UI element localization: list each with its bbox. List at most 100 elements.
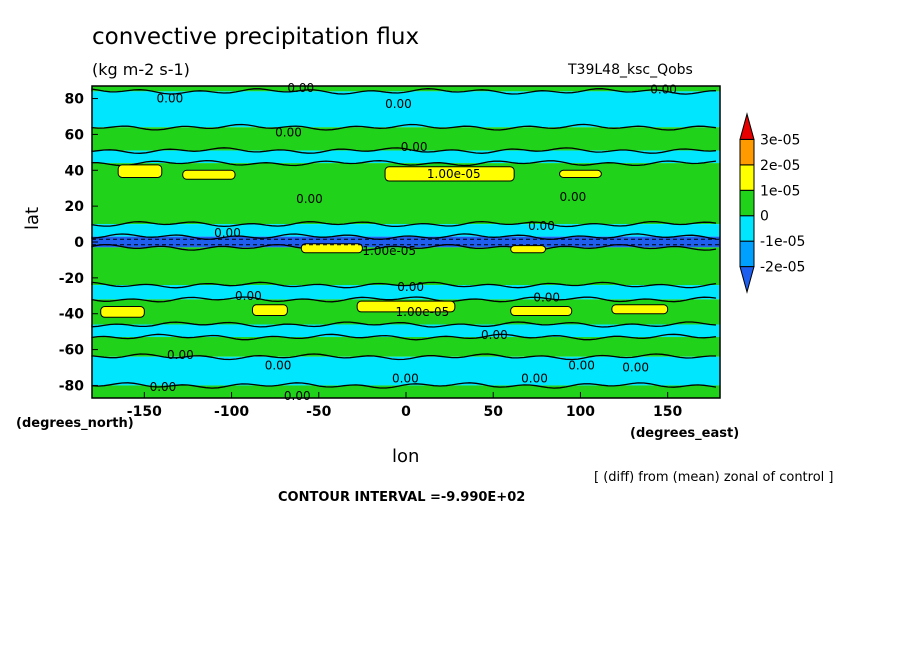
colorbar-label-1: 2e-05 [760,158,800,174]
zonal-band-13 [92,385,720,398]
band-boundary-6 [91,233,717,240]
positive-patch-0 [117,164,163,178]
zonal-band-3 [92,150,720,164]
contour-label-14: 0.00 [533,291,560,305]
band-boundary-5 [91,220,717,228]
positive-patch-7 [510,306,573,317]
chart-title: convective precipitation flux [92,24,420,50]
contour-label-7: 0.00 [296,192,323,206]
x-tick-label-6: 150 [653,404,682,420]
diff-note: [ (diff) from (mean) zonal of control ] [594,470,834,485]
contour-label-9: 0.00 [214,226,241,240]
contour-label-4: 0.00 [275,126,302,140]
chart-units: (kg m-2 s-1) [92,60,190,79]
colorbar-label-4: -1e-05 [760,234,805,250]
colorbar-segment-5 [739,138,755,166]
y-tick-label-8: -80 [59,378,85,394]
contour-label-5: 0.00 [401,140,428,154]
contour-label-16: 0.00 [481,328,508,342]
run-name: T39L48_ksc_Qobs [568,62,693,78]
y-tick-label-6: -40 [59,307,85,323]
contour-label-11: 1.00e-05 [362,244,416,258]
colorbar-segment-4 [739,164,755,191]
contour-label-15: 1.00e-05 [396,305,450,319]
zonal-band-2 [92,127,720,151]
zonal-band-0 [92,86,720,92]
positive-patch-6 [356,300,456,313]
contour-label-12: 0.00 [235,289,262,303]
band-boundary-12 [91,353,716,361]
y-tick-label-1: 60 [65,127,85,143]
y-axis-label: lat [22,206,43,230]
contour-label-24: 0.00 [284,389,311,403]
colorbar-label-3: 0 [760,209,769,225]
contour-label-21: 0.00 [568,359,595,373]
band-boundary-13 [91,382,717,389]
zonal-band-12 [92,356,720,386]
colorbar-segment-2 [739,215,755,242]
contour-label-20: 0.00 [521,371,548,385]
colorbar-label-2: 1e-05 [760,183,800,199]
contour-label-1: 0.00 [287,81,314,95]
positive-patch-1 [182,169,236,180]
y-tick-label-5: -20 [59,271,85,287]
positive-patch-9 [300,243,363,254]
positive-patch-8 [611,304,669,315]
positive-patch-5 [251,304,288,317]
contour-label-8: 0.00 [560,190,587,204]
band-boundary-3 [91,147,717,154]
y-tick-label-2: 40 [65,163,85,179]
band-boundary-4 [91,159,717,167]
contour-label-19: 0.00 [392,371,419,385]
contour-label-6: 1.00e-05 [427,167,481,181]
positive-patch-4 [100,306,145,318]
colorbar-segment-0 [739,266,755,294]
zonal-band-8 [92,285,720,300]
x-tick-label-3: 0 [401,404,411,420]
band-boundary-8 [91,281,717,289]
colorbar-label-5: -2e-05 [760,260,805,276]
colorbar-segment-3 [739,189,755,217]
positive-patch-10 [510,245,547,254]
band-boundary-11 [91,333,717,341]
zonal-band-6 [92,236,720,248]
band-boundary-2 [91,123,717,131]
y-tick-label-3: 20 [65,199,85,215]
zonal-band-7 [92,247,720,286]
x-axis-label: lon [392,446,420,467]
band-boundary-9 [91,296,717,303]
contour-label-22: 0.00 [622,361,649,375]
contour-label-0: 0.00 [157,92,184,106]
x-tick-label-2: -50 [306,404,332,420]
contour-label-10: 0.00 [528,219,555,233]
zonal-band-10 [92,324,720,338]
band-boundary-7 [91,243,717,251]
contour-interval: CONTOUR INTERVAL =-9.990E+02 [278,490,526,505]
positive-patch-2 [384,166,515,182]
y-unit-label: (degrees_north) [16,416,134,431]
colorbar-label-0: 3e-05 [760,132,800,148]
x-tick-label-1: -100 [214,404,249,420]
zonal-band-11 [92,337,720,357]
contour-label-2: 0.00 [385,97,412,111]
x-tick-label-5: 100 [566,404,595,420]
zonal-band-1 [92,91,720,128]
x-unit-label: (degrees_east) [630,426,740,441]
zonal-band-5 [92,224,720,237]
positive-patch-3 [559,169,602,178]
y-tick-label-0: 80 [65,92,85,108]
contour-label-3: 0.00 [650,83,677,97]
band-boundary-1 [91,88,717,95]
contour-label-17: 0.00 [167,348,194,362]
x-tick-label-4: 50 [483,404,503,420]
contour-label-18: 0.00 [265,359,292,373]
y-tick-label-7: -60 [59,343,85,359]
colorbar-segment-6 [739,112,755,140]
contour-label-23: 0.00 [150,380,177,394]
contour-label-13: 0.00 [397,280,424,294]
x-tick-label-0: -150 [127,404,162,420]
colorbar-segment-1 [739,240,755,268]
band-boundary-10 [91,321,717,328]
y-tick-label-4: 0 [74,235,84,251]
